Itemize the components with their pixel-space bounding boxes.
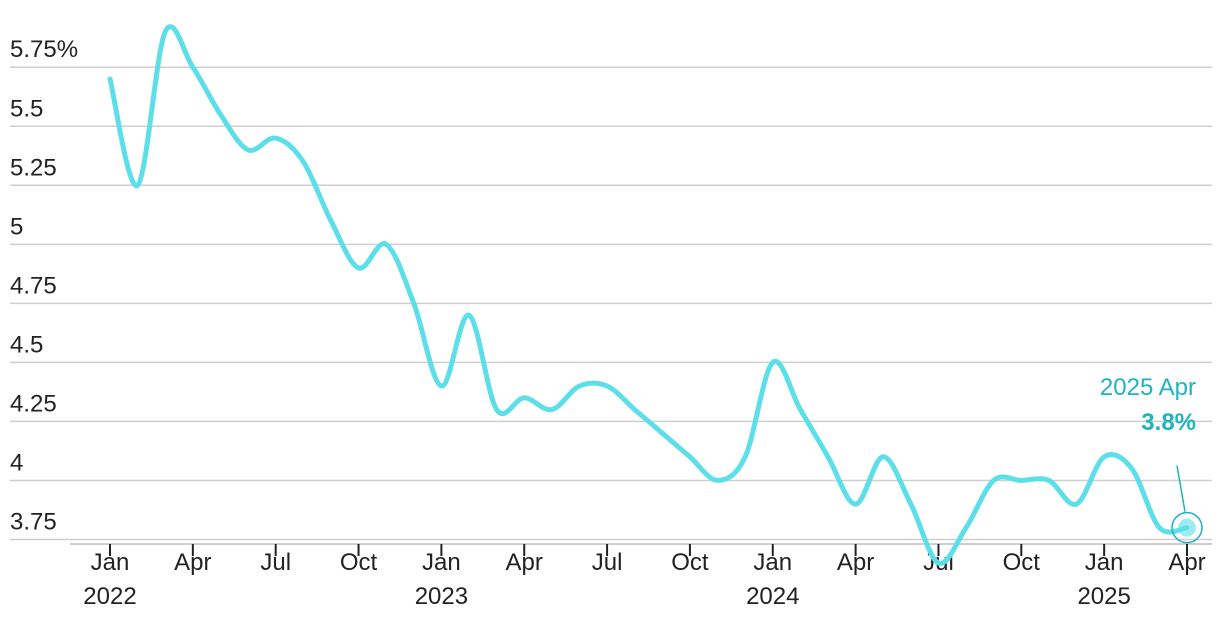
x-tick-year-label: 2025 [1077,583,1130,610]
annotation-marker-ring [1171,511,1203,544]
x-tick-year-label: 2024 [746,583,799,610]
x-tick-label: Oct [340,549,378,576]
annotation-marker-dot [1178,518,1196,537]
last-value-annotation: 2025 Apr 3.8% [1100,374,1203,544]
y-tick-label: 4.25 [10,390,57,417]
x-tick-label: Oct [671,549,709,576]
x-tick-label: Oct [1003,549,1041,576]
y-tick-label: 5.5 [10,95,43,122]
gridlines [10,66,1212,545]
y-tick-label: 4.5 [10,331,43,358]
x-tick-label: Jan [422,549,461,576]
y-tick-label: 4.75 [10,272,57,299]
x-tick-label: Apr [1168,549,1205,576]
x-tick-label: Jul [260,549,291,576]
x-tick-label: Apr [506,549,543,576]
x-tick-label: Jul [592,549,623,576]
annotation-value: 3.8% [1141,409,1196,436]
x-tick-label: Jan [91,549,130,576]
y-axis-ticks: 5.75% 5.5 5.25 5 4.75 4.5 4.25 4 3.75 [10,36,78,535]
y-tick-label: 5.75% [10,36,78,63]
x-tick-label: Jan [753,549,792,576]
y-tick-label: 3.75 [10,508,57,535]
y-tick-label: 5.25 [10,154,57,181]
annotation-label: 2025 Apr [1100,374,1196,401]
x-tick-label: Jan [1085,549,1124,576]
y-tick-label: 5 [10,213,23,240]
series-line [107,24,1190,566]
x-axis-ticks: Jan 2022 Apr Jul Oct Jan 2023 Apr Jul Oct Jan 2024 A… [83,544,1206,610]
y-tick-label: 4 [10,449,23,476]
x-tick-year-label: 2022 [83,583,136,610]
annotation-leader-line [1176,465,1186,512]
x-tick-label: Apr [174,549,211,576]
x-tick-year-label: 2023 [415,583,468,610]
x-tick-label: Apr [837,549,874,576]
